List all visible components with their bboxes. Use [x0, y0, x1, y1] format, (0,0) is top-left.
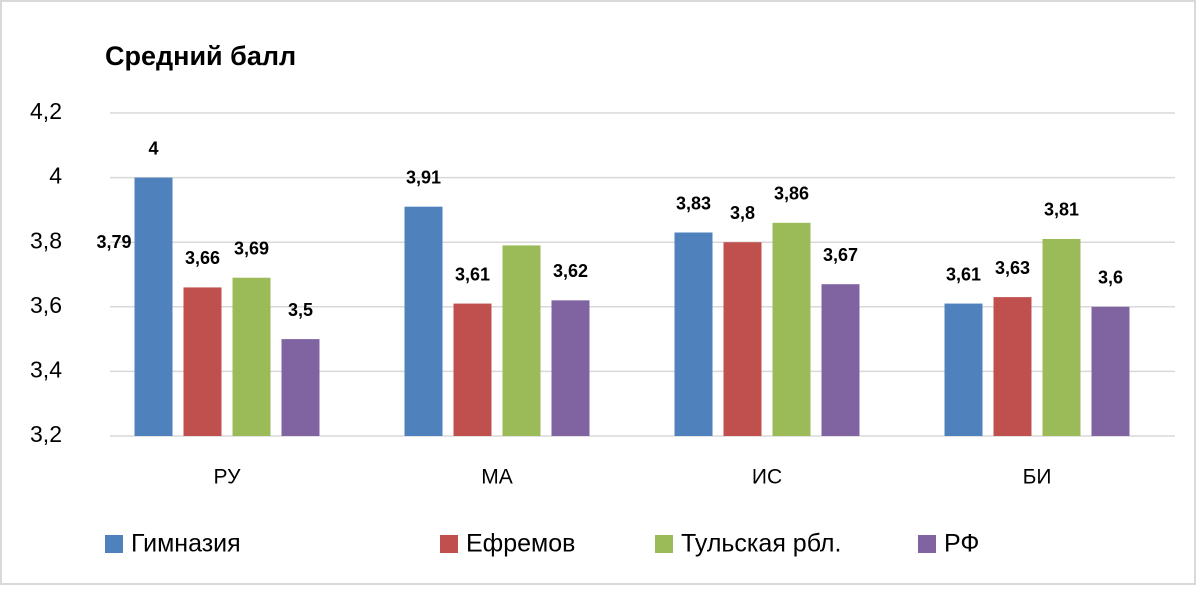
bar — [674, 232, 713, 436]
bar — [1091, 306, 1130, 436]
bar — [993, 297, 1032, 436]
data-label: 4 — [148, 138, 158, 158]
bar — [551, 300, 590, 436]
bar — [453, 303, 492, 436]
data-label: 3,66 — [185, 248, 220, 268]
y-tick-label: 3,2 — [30, 421, 62, 447]
legend-label: Ефремов — [466, 530, 575, 558]
data-label: 3,62 — [553, 261, 588, 281]
y-tick-label: 3,6 — [30, 292, 62, 318]
bar — [134, 177, 173, 436]
data-label: 3,61 — [946, 264, 981, 284]
data-label: 3,5 — [288, 300, 313, 320]
bar — [1042, 238, 1081, 436]
bar — [772, 222, 811, 436]
bar — [502, 245, 541, 436]
y-tick-label: 4,2 — [30, 98, 62, 124]
x-tick-label: ИС — [752, 466, 782, 489]
bar — [183, 287, 222, 436]
legend-swatch — [918, 535, 936, 553]
x-tick-label: БИ — [1023, 466, 1052, 489]
bar — [821, 284, 860, 436]
y-tick-label: 3,4 — [30, 356, 62, 382]
bar — [404, 206, 443, 436]
data-label: 3,67 — [823, 245, 858, 265]
legend-label: Гимназия — [131, 530, 241, 558]
data-label: 3,8 — [730, 203, 755, 223]
data-label: 3,63 — [995, 258, 1030, 278]
legend-label: Тульская рбл. — [681, 530, 841, 558]
legend-swatch — [105, 535, 123, 553]
legend-label: РФ — [944, 530, 979, 558]
annotation: 3,79 — [96, 232, 131, 252]
data-label: 3,91 — [406, 167, 441, 187]
x-tick-label: МА — [481, 466, 513, 489]
bar — [281, 339, 320, 436]
legend-swatch — [655, 535, 673, 553]
x-tick-label: РУ — [214, 466, 242, 489]
data-label: 3,81 — [1044, 200, 1079, 220]
y-tick-label: 3,8 — [30, 227, 62, 253]
y-tick-label: 4 — [49, 163, 62, 189]
data-label: 3,61 — [455, 264, 490, 284]
data-label: 3,83 — [676, 193, 711, 213]
bar — [232, 277, 271, 436]
bar — [723, 242, 762, 436]
bar — [944, 303, 983, 436]
chart-title: Средний балл — [105, 41, 296, 71]
legend-swatch — [440, 535, 458, 553]
data-label: 3,6 — [1098, 268, 1123, 288]
data-label: 3,69 — [234, 238, 269, 258]
data-label: 3,86 — [774, 184, 809, 204]
